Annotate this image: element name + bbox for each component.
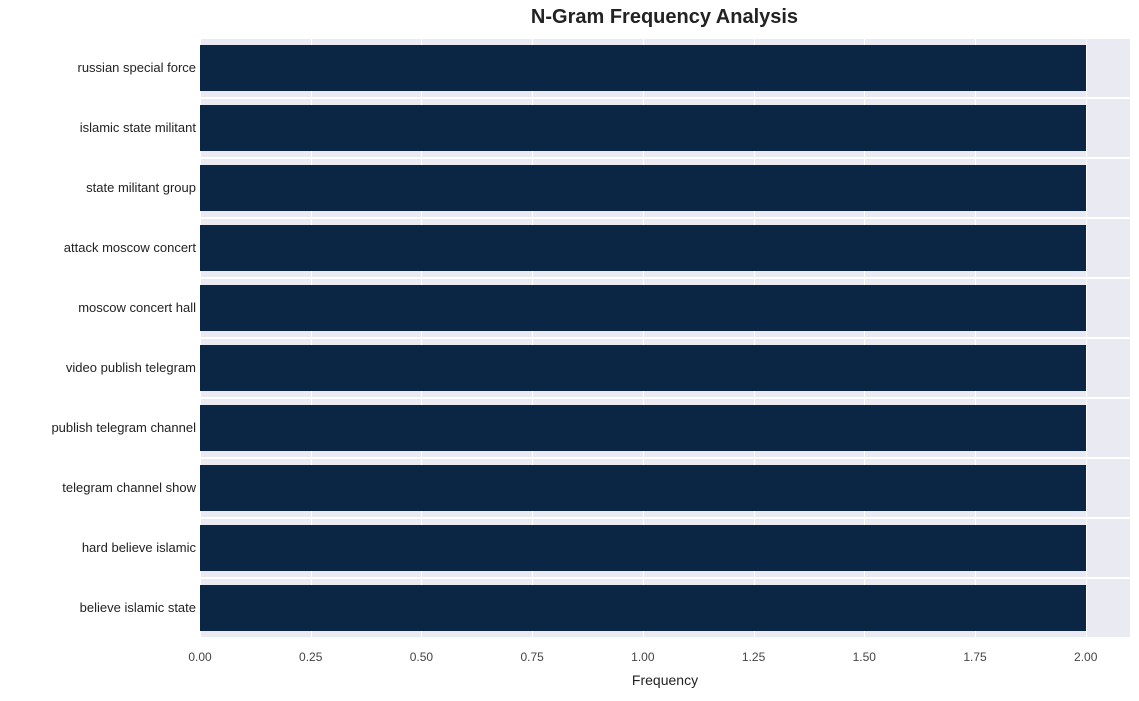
x-tick-label: 0.50	[410, 650, 433, 664]
y-tick-label: state militant group	[0, 180, 196, 195]
y-tick-label: attack moscow concert	[0, 240, 196, 255]
y-tick-label: hard believe islamic	[0, 540, 196, 555]
bar	[200, 585, 1086, 632]
bar	[200, 525, 1086, 572]
x-tick-label: 1.50	[853, 650, 876, 664]
x-tick-label: 1.75	[963, 650, 986, 664]
bar	[200, 345, 1086, 392]
bar	[200, 225, 1086, 272]
y-tick-label: islamic state militant	[0, 120, 196, 135]
y-axis-labels: russian special force islamic state milit…	[0, 38, 196, 638]
chart-title: N-Gram Frequency Analysis	[200, 6, 1129, 29]
x-tick-label: 2.00	[1074, 650, 1097, 664]
x-tick-label: 0.25	[299, 650, 322, 664]
bar	[200, 45, 1086, 92]
gridline	[1086, 38, 1087, 638]
x-axis-label: Frequency	[200, 672, 1130, 688]
plot-area	[200, 38, 1130, 638]
y-tick-label: telegram channel show	[0, 480, 196, 495]
y-tick-label: russian special force	[0, 60, 196, 75]
y-tick-label: believe islamic state	[0, 600, 196, 615]
y-tick-label: video publish telegram	[0, 360, 196, 375]
bar	[200, 405, 1086, 452]
x-tick-label: 1.00	[631, 650, 654, 664]
x-tick-label: 0.00	[188, 650, 211, 664]
y-tick-label: publish telegram channel	[0, 420, 196, 435]
bar	[200, 465, 1086, 512]
bar	[200, 165, 1086, 212]
bar	[200, 105, 1086, 152]
x-tick-label: 1.25	[742, 650, 765, 664]
bar	[200, 285, 1086, 332]
y-tick-label: moscow concert hall	[0, 300, 196, 315]
chart-container: N-Gram Frequency Analysis russian specia…	[0, 0, 1139, 701]
x-tick-label: 0.75	[520, 650, 543, 664]
